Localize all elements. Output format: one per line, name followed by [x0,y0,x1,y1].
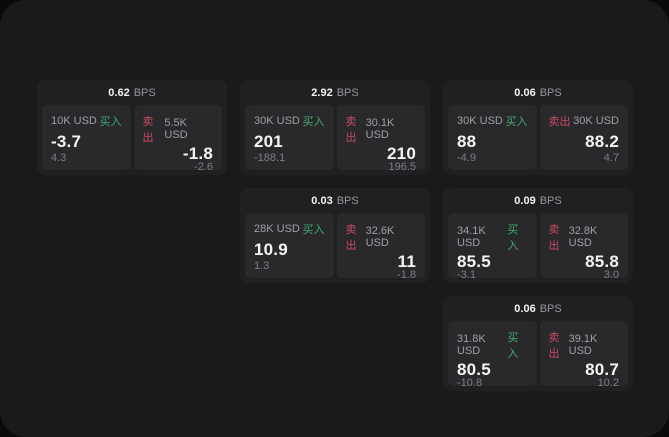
bps-unit: BPS [133,86,156,99]
sell-badge: 卖出 [345,224,357,252]
sell-delta: -2.6 [194,161,213,173]
buy-badge: 买入 [302,116,325,128]
quote-card: 0.06 BPS 30K USD 买入 88 -4.9 卖出 30K USD 8… [443,80,633,175]
buy-badge: 买入 [507,332,519,360]
card-header: 0.03 BPS [240,188,430,213]
bps-unit: BPS [539,194,562,207]
bps-value: 0.09 [514,194,536,207]
buy-notional: 31.8K USD [457,333,486,357]
sell-price: 210 [387,144,416,163]
buy-tile[interactable]: 10K USD 买入 -3.7 4.3 [42,105,131,170]
sell-badge: 卖出 [548,116,571,128]
quote-card: 0.09 BPS 34.1K USD 买入 85.5 -3.1 卖出 32.8K… [443,188,633,283]
buy-delta: -188.1 [254,152,286,164]
sell-notional: 5.5K USD [164,117,188,141]
sell-price: 88.2 [585,131,619,151]
bps-value: 0.06 [514,86,536,99]
card-header: 0.09 BPS [443,188,633,213]
bps-value: 2.92 [311,86,333,99]
sell-notional: 39.1K USD [568,333,598,357]
card-header: 0.06 BPS [443,296,633,321]
buy-tile[interactable]: 28K USD 买入 10.9 1.3 [245,213,334,278]
quote-card: 0.03 BPS 28K USD 买入 10.9 1.3 卖出 32.6K US… [240,188,430,283]
bps-unit: BPS [336,86,359,99]
sell-tile[interactable]: 卖出 39.1K USD 80.7 10.2 [539,321,628,389]
sell-delta: -1.8 [397,269,416,281]
buy-tile[interactable]: 30K USD 买入 88 -4.9 [448,105,537,170]
buy-delta: 4.3 [51,152,67,164]
buy-badge: 买入 [99,116,122,128]
sell-price: 80.7 [585,360,619,379]
buy-notional: 30K USD [457,115,503,127]
quote-card: 0.06 BPS 31.8K USD 买入 80.5 -10.8 卖出 39.1… [443,296,633,391]
buy-tile[interactable]: 31.8K USD 买入 80.5 -10.8 [448,321,537,389]
sell-badge: 卖出 [548,224,560,252]
card-header: 2.92 BPS [240,80,430,105]
sell-notional: 32.6K USD [365,225,395,249]
card-header: 0.62 BPS [37,80,227,105]
sell-delta: 10.2 [597,377,619,389]
sell-badge: 卖出 [345,116,357,144]
buy-price: 85.5 [457,252,491,271]
buy-delta: -3.1 [457,269,476,281]
buy-delta: -10.8 [457,377,483,389]
sell-price: 85.8 [585,252,619,271]
buy-badge: 买入 [302,224,325,236]
sell-price: -1.8 [182,144,213,163]
sell-notional: 32.8K USD [568,225,598,249]
quote-card: 2.92 BPS 30K USD 买入 201 -188.1 卖出 30.1K … [240,80,430,175]
bps-unit: BPS [539,302,562,315]
buy-price: 80.5 [457,360,491,379]
bps-value: 0.03 [311,194,333,207]
buy-delta: 1.3 [254,260,270,272]
sell-tile[interactable]: 卖出 32.8K USD 85.8 3.0 [539,213,628,281]
sell-badge: 卖出 [548,332,560,360]
bps-value: 0.62 [108,86,130,99]
buy-price: 10.9 [254,239,288,259]
sell-badge: 卖出 [142,116,154,144]
quote-card: 0.62 BPS 10K USD 买入 -3.7 4.3 卖出 5.5K USD… [37,80,227,175]
buy-tile[interactable]: 30K USD 买入 201 -188.1 [245,105,334,170]
buy-price: 201 [254,131,283,151]
bps-unit: BPS [539,86,562,99]
buy-tile[interactable]: 34.1K USD 买入 85.5 -3.1 [448,213,537,281]
sell-delta: 4.7 [603,152,619,164]
card-header: 0.06 BPS [443,80,633,105]
buy-notional: 34.1K USD [457,225,486,249]
sell-tile[interactable]: 卖出 5.5K USD -1.8 -2.6 [133,105,222,173]
buy-badge: 买入 [507,224,519,252]
bps-value: 0.06 [514,302,536,315]
buy-notional: 30K USD [254,115,300,127]
sell-notional: 30K USD [573,115,619,127]
sell-notional: 30.1K USD [365,117,395,141]
buy-badge: 买入 [505,116,528,128]
buy-price: -3.7 [51,131,82,151]
buy-notional: 28K USD [254,223,300,235]
buy-price: 88 [457,131,477,151]
sell-price: 11 [397,252,416,271]
bps-unit: BPS [336,194,359,207]
buy-delta: -4.9 [457,152,476,164]
sell-delta: 3.0 [603,269,619,281]
buy-notional: 10K USD [51,115,97,127]
sell-delta: 196.5 [388,161,416,173]
sell-tile[interactable]: 卖出 30K USD 88.2 4.7 [539,105,628,170]
sell-tile[interactable]: 卖出 32.6K USD 11 -1.8 [336,213,425,281]
sell-tile[interactable]: 卖出 30.1K USD 210 196.5 [336,105,425,173]
